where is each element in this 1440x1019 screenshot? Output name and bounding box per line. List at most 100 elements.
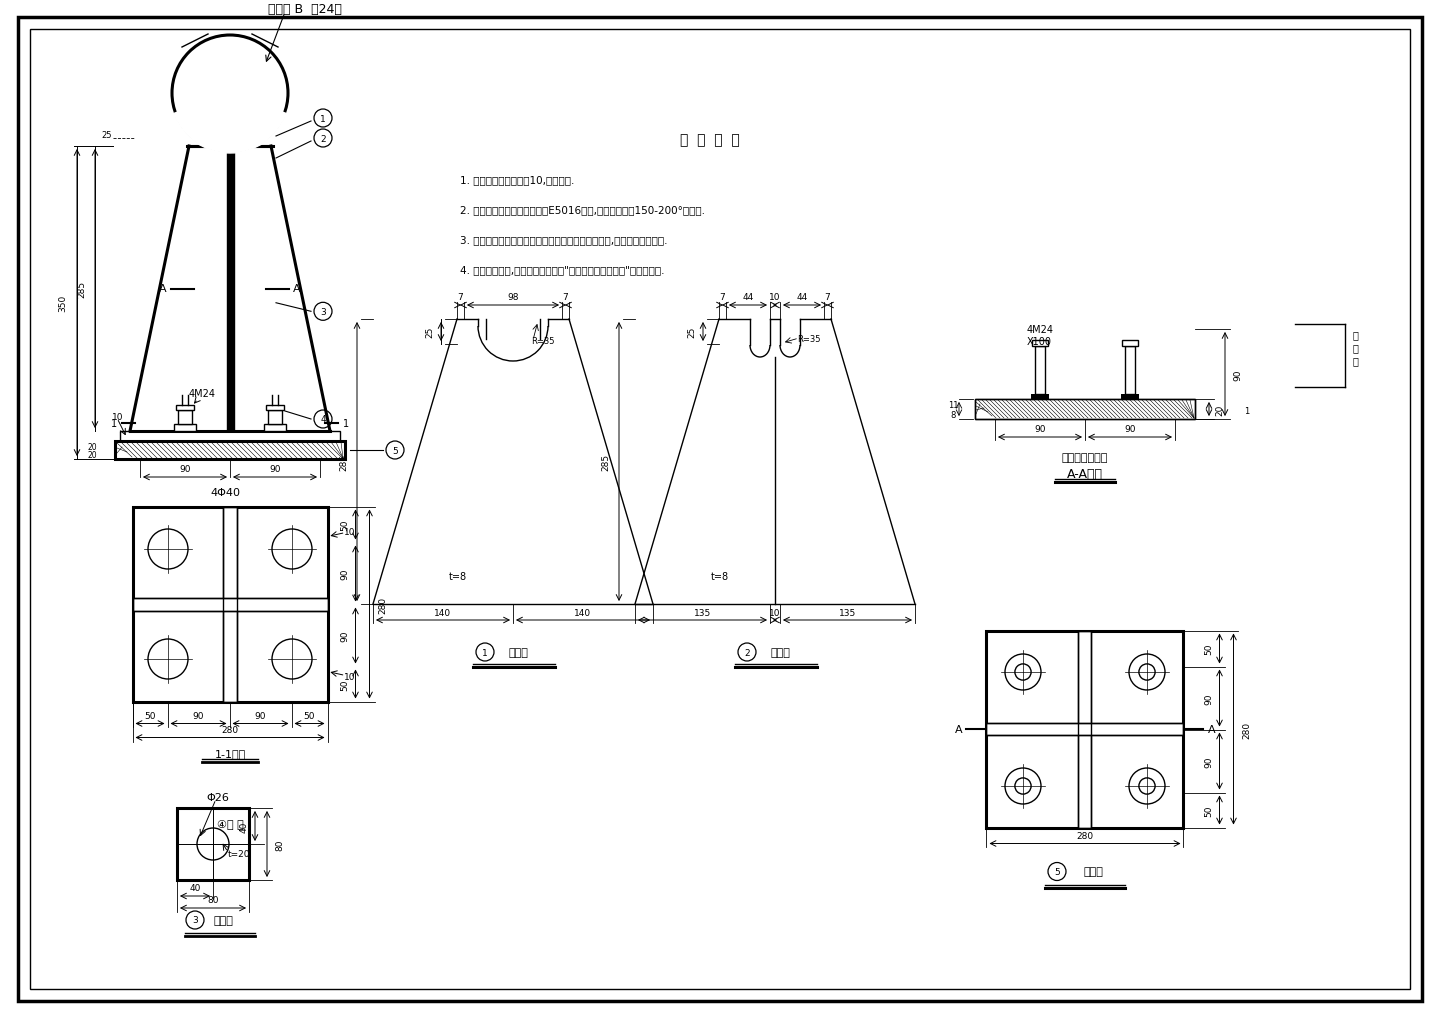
Bar: [1079, 631, 1092, 827]
Text: 1: 1: [320, 114, 325, 123]
Text: 350: 350: [59, 294, 68, 312]
Text: 140: 140: [435, 608, 452, 616]
Bar: [177, 808, 249, 880]
Bar: [120, 432, 340, 441]
Text: 25: 25: [102, 130, 112, 140]
Text: A: A: [1208, 725, 1215, 735]
Text: 280: 280: [379, 596, 387, 613]
Text: 槽: 槽: [1352, 330, 1358, 339]
Text: R=35: R=35: [796, 334, 821, 343]
Text: 1: 1: [482, 648, 488, 657]
Text: 垫: 垫: [1352, 356, 1358, 366]
Text: 11: 11: [948, 401, 958, 410]
Text: 80: 80: [207, 896, 219, 905]
Text: 40: 40: [189, 883, 200, 893]
Text: 280: 280: [222, 726, 239, 735]
Text: 44: 44: [743, 293, 753, 303]
Text: 280: 280: [1241, 720, 1251, 738]
Text: X100: X100: [1027, 336, 1053, 346]
Text: 1: 1: [1244, 408, 1250, 416]
Bar: [223, 507, 238, 702]
Text: 90: 90: [1204, 755, 1212, 767]
Text: 20: 20: [88, 442, 96, 451]
Text: 4M24: 4M24: [1027, 325, 1054, 334]
Text: 40: 40: [239, 820, 249, 832]
Bar: [132, 598, 327, 611]
Text: 90: 90: [340, 569, 348, 580]
Text: 支承板: 支承板: [508, 647, 528, 657]
Text: 8: 8: [950, 410, 956, 419]
Text: 90: 90: [1034, 425, 1045, 434]
Text: 1: 1: [343, 419, 348, 429]
Text: 50: 50: [1204, 643, 1212, 654]
Text: 90: 90: [1125, 425, 1136, 434]
Bar: [132, 507, 327, 702]
Text: 280: 280: [1077, 832, 1093, 841]
Bar: [117, 442, 343, 459]
Bar: [975, 399, 1195, 420]
Text: 支承板: 支承板: [770, 647, 791, 657]
Text: A: A: [294, 284, 301, 294]
Bar: [264, 425, 287, 432]
Text: 满焊后底部打平: 满焊后底部打平: [1061, 452, 1109, 463]
Text: 90: 90: [179, 465, 190, 474]
Bar: [1035, 346, 1045, 394]
Text: t=8: t=8: [711, 572, 729, 582]
Bar: [226, 147, 233, 432]
Text: 135: 135: [694, 608, 711, 616]
Text: 285: 285: [340, 453, 348, 471]
Text: 3. 为了保证螺栓球与十字钢板的尺寸和角度的准确性,要使用专门定位架.: 3. 为了保证螺栓球与十字钢板的尺寸和角度的准确性,要使用专门定位架.: [459, 234, 668, 245]
Text: 2: 2: [744, 648, 750, 657]
Text: 20: 20: [1215, 404, 1224, 416]
Text: 98: 98: [507, 293, 518, 303]
Bar: [266, 406, 284, 411]
Text: 小方垫: 小方垫: [213, 915, 233, 925]
Bar: [134, 599, 327, 610]
Text: 135: 135: [840, 608, 857, 616]
Text: 10: 10: [112, 412, 124, 421]
Text: 7: 7: [720, 293, 726, 303]
Bar: [986, 723, 1184, 736]
Bar: [132, 598, 327, 611]
Text: t=20: t=20: [228, 850, 251, 859]
Text: 1: 1: [111, 419, 117, 429]
Text: 10: 10: [769, 608, 780, 616]
Bar: [1122, 340, 1138, 346]
Text: 50: 50: [304, 711, 315, 720]
Text: 10: 10: [769, 293, 780, 303]
Text: 5: 5: [392, 446, 397, 455]
Bar: [1125, 346, 1135, 394]
Text: 90: 90: [1234, 369, 1243, 380]
Text: 90: 90: [1204, 693, 1212, 704]
Text: 44: 44: [796, 293, 808, 303]
Bar: [223, 507, 238, 702]
Bar: [115, 441, 346, 460]
Bar: [986, 631, 1184, 827]
Text: 25: 25: [687, 326, 697, 338]
Text: 过渡板: 过渡板: [1083, 866, 1103, 876]
Text: 支座球 B  共24件: 支座球 B 共24件: [268, 2, 341, 15]
Bar: [225, 508, 236, 701]
Text: 3: 3: [320, 308, 325, 317]
Bar: [1080, 632, 1090, 826]
Text: A: A: [955, 725, 962, 735]
Text: 7: 7: [563, 293, 569, 303]
Text: 4. 螺栓球焊接时,其孔位的确定须按"网架支承方式示意图"及球加工图.: 4. 螺栓球焊接时,其孔位的确定须按"网架支承方式示意图"及球加工图.: [459, 265, 664, 275]
Text: A-A剖面: A-A剖面: [1067, 468, 1103, 481]
Text: 140: 140: [575, 608, 592, 616]
Text: Φ26: Φ26: [206, 792, 229, 802]
Bar: [1079, 631, 1092, 827]
Text: 4M24: 4M24: [189, 388, 216, 398]
Bar: [176, 406, 194, 411]
Text: 2. 螺栓球与十字钢板的焊缝用E5016焊条,并且将球预热150-200°再施焊.: 2. 螺栓球与十字钢板的焊缝用E5016焊条,并且将球预热150-200°再施焊…: [459, 205, 706, 215]
Text: 90: 90: [255, 711, 266, 720]
Text: 5: 5: [1054, 867, 1060, 876]
Text: 20: 20: [88, 450, 96, 460]
Text: 90: 90: [340, 630, 348, 642]
Text: 80: 80: [275, 839, 285, 850]
Bar: [988, 725, 1182, 735]
Text: 90: 90: [269, 465, 281, 474]
Text: t=8: t=8: [449, 572, 467, 582]
Text: 50: 50: [340, 520, 348, 531]
Text: 25: 25: [425, 326, 435, 338]
